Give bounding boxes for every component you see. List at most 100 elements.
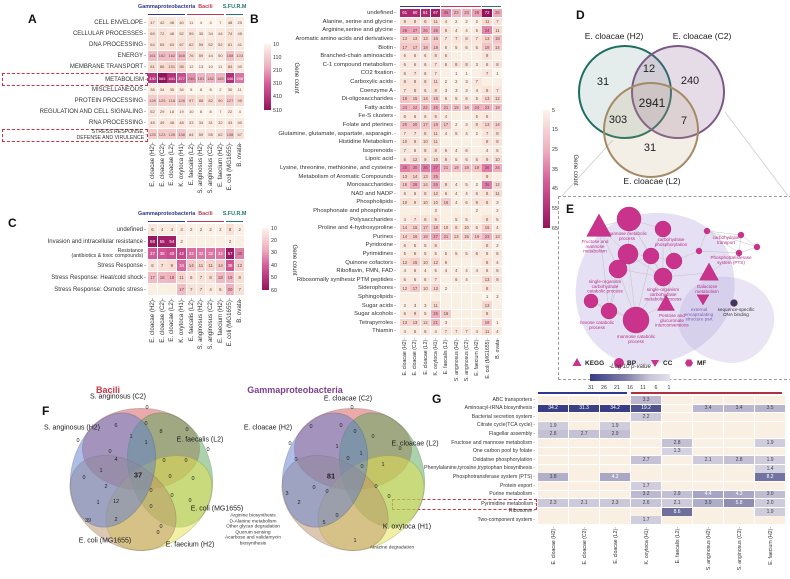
heatmap-cell: 55 <box>157 236 167 248</box>
heatmap-cell <box>472 138 482 146</box>
row-label: REGULATION AND CELL SIGNALING <box>2 107 146 118</box>
heatmap-cell: 38 <box>148 84 157 95</box>
legend-tick: 5 <box>552 107 555 114</box>
venn5-count: 12 <box>112 499 120 505</box>
heatmap-cell: 15 <box>410 95 420 103</box>
heatmap-cell: 17 <box>420 224 431 232</box>
heatmap-cell: 62 <box>186 39 196 50</box>
col-label: S. anginosus (C2) <box>736 527 744 579</box>
group-label: Gammaproteobacteria <box>138 4 196 10</box>
heatmap-cell: 15 <box>410 258 420 267</box>
heatmap-cell <box>538 439 569 447</box>
heatmap-cell: 36 <box>441 9 451 17</box>
heatmap-cell: 11 <box>430 129 441 138</box>
cc-triangle-node <box>696 294 710 306</box>
col-label: E. cloacae (C2) <box>411 338 419 382</box>
heatmap-cell <box>451 292 461 301</box>
heatmap-cell <box>631 421 662 430</box>
heatmap-cell: 2 <box>451 17 461 26</box>
heatmap-cell: 19 <box>451 103 461 112</box>
heatmap-cell: 12 <box>420 318 431 327</box>
col-label: E. coli (MG1655) <box>484 338 492 382</box>
heatmap-cell <box>461 292 472 301</box>
heatmap-cell: 6 <box>441 189 451 198</box>
heatmap-cell: 58 <box>148 236 157 248</box>
venn5-count: 0 <box>159 524 163 530</box>
heatmap-cell: 4 <box>441 267 451 275</box>
heatmap-cell: 11 <box>206 260 216 272</box>
heatmap-cell <box>724 473 755 482</box>
heatmap-cell: 6 <box>441 146 451 155</box>
network-edge <box>706 230 742 236</box>
heatmap-cell: 1.9 <box>600 421 631 430</box>
venn5-count: 0 <box>185 427 189 433</box>
heatmap-cell: 4 <box>400 267 410 275</box>
heatmap-cell: 10 <box>206 61 216 73</box>
heatmap-cell <box>569 516 600 525</box>
heatmap-cell: 2 <box>441 77 451 86</box>
heatmap-cell: 57 <box>225 248 235 260</box>
heatmap-cell: 127 <box>225 95 235 106</box>
heatmap-cell <box>441 301 451 310</box>
heatmap-cell: 4 <box>492 224 503 232</box>
heatmap-cell: 4 <box>167 224 177 236</box>
heatmap-cell: 1.9 <box>538 421 569 430</box>
heatmap-cell: 7 <box>451 327 461 335</box>
heatmap-cell: 8 <box>441 181 451 189</box>
heatmap-cell: 6 <box>410 189 420 198</box>
heatmap-cell: 9 <box>410 198 420 206</box>
heatmap-cell: 42 <box>177 248 186 260</box>
heatmap-cell: 9 <box>420 155 431 163</box>
heatmap-cell <box>400 292 410 301</box>
heatmap-cell: 8 <box>235 272 245 284</box>
venn5-count: 0 <box>350 405 354 411</box>
row-label: undefined <box>250 9 396 18</box>
heatmap-cell: 8 <box>420 77 431 86</box>
heatmap-cell: 23 <box>461 9 472 17</box>
legend-tick: 25 <box>552 146 558 153</box>
heatmap-cell: 18 <box>215 272 225 284</box>
heatmap-cell <box>472 318 482 327</box>
heatmap-cell: 72 <box>157 28 167 39</box>
heatmap-cell <box>441 241 451 249</box>
heatmap-cell: 4 <box>461 189 472 198</box>
venn5-count: 0 <box>309 424 313 430</box>
venn5-count: 0 <box>374 484 378 490</box>
network-edge <box>706 230 740 254</box>
venn5-count: 1 <box>335 444 339 450</box>
heatmap-cell: 72 <box>482 9 492 17</box>
heatmap-cell: 1 <box>461 69 472 77</box>
network-legend-label: CC <box>663 360 673 367</box>
heatmap-cell: 7 <box>430 69 441 77</box>
col-label: K. oxytoca (H1) <box>643 527 651 579</box>
heatmap-cell: 34.2 <box>600 404 631 413</box>
venn-circle <box>603 82 699 178</box>
heatmap-cell <box>569 439 600 447</box>
row-label: Quinone cofactors <box>250 258 396 267</box>
heatmap-cell: 3.4 <box>693 404 724 413</box>
heatmap-cell: 6 <box>400 241 410 249</box>
heatmap-cell: 2 <box>177 236 186 248</box>
heatmap-cell: 17 <box>400 43 410 52</box>
heatmap-cell: 54 <box>167 236 177 248</box>
heatmap-cell: 5 <box>420 310 431 318</box>
venn-set-label: E. cloacae (H2) <box>584 31 644 41</box>
heatmap-cell: 10 <box>420 284 431 292</box>
heatmap-cell: 40 <box>235 61 245 73</box>
venn5-count: 0 <box>387 494 391 500</box>
heatmap-cell: 48 <box>167 28 177 39</box>
heatmap-cell <box>461 318 472 327</box>
venn5-count: 0 <box>149 488 153 494</box>
heatmap-cell: 4 <box>441 112 451 120</box>
heatmap-cell <box>693 516 724 525</box>
heatmap-cell: 10 <box>420 198 431 206</box>
col-label: B. ovata <box>236 298 244 376</box>
venn5-count: 2 <box>297 500 301 506</box>
network-legend-label: BP <box>627 360 637 367</box>
heatmap-cell: 16 <box>430 34 441 43</box>
row-label: Phospholipids <box>250 198 396 207</box>
heatmap-cell: 3 <box>430 206 441 215</box>
group-bar <box>186 220 225 223</box>
heatmap-cell <box>400 206 410 215</box>
row-label: CO2 fixation <box>250 69 396 78</box>
